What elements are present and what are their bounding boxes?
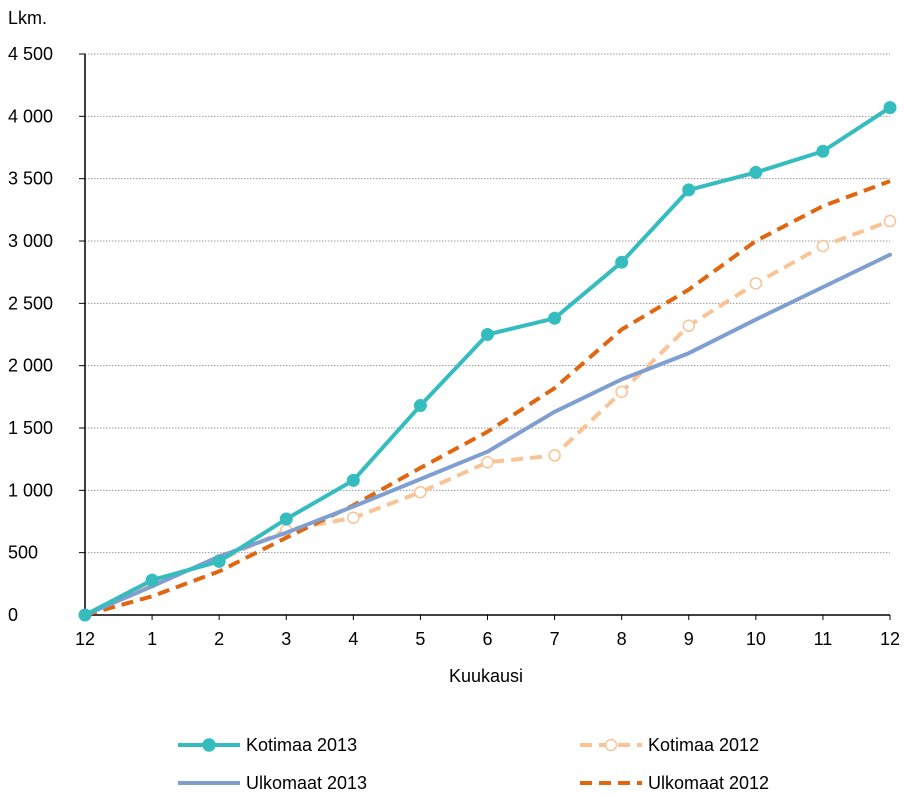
data-point bbox=[347, 511, 360, 525]
data-point bbox=[816, 239, 830, 253]
data-point bbox=[883, 214, 897, 228]
legend-label: Kotimaa 2012 bbox=[648, 735, 759, 755]
y-tick-label: 3 500 bbox=[8, 169, 53, 189]
data-point bbox=[413, 399, 427, 413]
series-kotimaa-2012 bbox=[78, 214, 897, 622]
data-point bbox=[481, 328, 494, 341]
series-kotimaa-2013 bbox=[78, 101, 897, 622]
data-point bbox=[615, 385, 628, 399]
x-tick-label: 10 bbox=[746, 629, 766, 649]
y-axis-ticks: 0 500 1 000 1 500 2 000 2 500 3 000 3 500 4 000 4… bbox=[8, 44, 85, 625]
series-line bbox=[83, 105, 892, 617]
data-point bbox=[212, 554, 226, 568]
legend-marker bbox=[202, 738, 216, 752]
data-point bbox=[481, 456, 494, 469]
x-tick-label: 3 bbox=[281, 629, 291, 649]
x-tick-label: 4 bbox=[348, 629, 358, 649]
data-point bbox=[145, 573, 159, 587]
legend-item-ulkomaat-2012: Ulkomaat 2012 bbox=[580, 773, 769, 793]
y-tick-label: 1 500 bbox=[8, 418, 53, 438]
y-tick-label: 1 000 bbox=[8, 480, 53, 500]
y-tick-label: 3 000 bbox=[8, 231, 53, 251]
x-tick-label: 7 bbox=[550, 629, 560, 649]
data-point bbox=[816, 144, 830, 158]
x-tick-label: 11 bbox=[814, 629, 833, 649]
data-point bbox=[414, 485, 427, 499]
series-line bbox=[84, 179, 891, 617]
data-point bbox=[749, 277, 763, 290]
series-line bbox=[84, 219, 891, 617]
data-point bbox=[548, 311, 562, 325]
y-tick-label: 4 500 bbox=[8, 44, 53, 64]
legend-item-kotimaa-2013: Kotimaa 2013 bbox=[178, 735, 357, 755]
x-tick-label: 1 bbox=[147, 629, 157, 649]
legend-item-kotimaa-2012: Kotimaa 2012 bbox=[580, 735, 759, 755]
x-tick-label: 9 bbox=[684, 629, 694, 649]
data-point bbox=[346, 473, 360, 487]
data-point bbox=[682, 183, 696, 197]
x-axis-title: Kuukausi bbox=[449, 666, 523, 686]
x-tick-label: 6 bbox=[482, 629, 492, 649]
legend-item-ulkomaat-2013: Ulkomaat 2013 bbox=[178, 773, 367, 793]
y-axis-title: Lkm. bbox=[8, 8, 47, 28]
data-point bbox=[78, 608, 92, 622]
data-point bbox=[548, 449, 561, 462]
series-ulkomaat-2013 bbox=[83, 252, 892, 617]
data-point bbox=[682, 319, 695, 333]
y-tick-label: 4 000 bbox=[8, 106, 53, 126]
gridlines bbox=[85, 53, 890, 554]
legend-marker bbox=[604, 738, 618, 752]
y-tick-label: 500 bbox=[8, 543, 38, 563]
series-line bbox=[83, 252, 892, 617]
series-ulkomaat-2012 bbox=[84, 179, 891, 617]
x-tick-label: 8 bbox=[617, 629, 627, 649]
x-axis-ticks: 12 1 2 3 4 5 6 7 8 9 10 11 12 bbox=[75, 615, 900, 649]
series-layer bbox=[78, 101, 897, 622]
y-tick-label: 2 000 bbox=[8, 356, 53, 376]
y-tick-label: 0 bbox=[8, 605, 18, 625]
data-point bbox=[749, 165, 763, 179]
x-tick-label: 5 bbox=[415, 629, 425, 649]
data-point bbox=[615, 255, 629, 269]
legend-label: Ulkomaat 2013 bbox=[246, 773, 367, 793]
data-point bbox=[279, 512, 293, 526]
y-tick-label: 2 500 bbox=[8, 293, 53, 313]
legend: Kotimaa 2013 Kotimaa 2012 Ulkomaat 2013 Ulk… bbox=[178, 735, 769, 793]
x-tick-label: 2 bbox=[214, 629, 224, 649]
x-tick-label: 12 bbox=[880, 629, 900, 649]
legend-label: Kotimaa 2013 bbox=[246, 735, 357, 755]
x-tick-label: 12 bbox=[75, 629, 95, 649]
data-point bbox=[883, 101, 897, 115]
legend-label: Ulkomaat 2012 bbox=[648, 773, 769, 793]
